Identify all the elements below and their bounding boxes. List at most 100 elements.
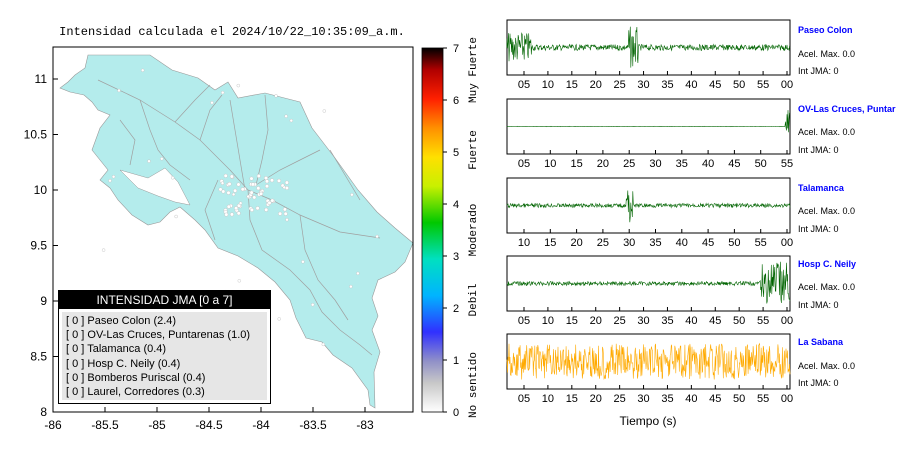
station-name: OV-Las Cruces, Puntar xyxy=(798,104,896,114)
station-dot xyxy=(223,173,228,178)
station-dot xyxy=(117,88,121,93)
panel-tick-label: 30 xyxy=(637,393,649,405)
panel-tick-label: 55 xyxy=(755,237,767,249)
panel-tick-label: 20 xyxy=(570,237,582,249)
colorbar xyxy=(421,47,444,413)
road xyxy=(247,189,373,356)
waveform xyxy=(506,342,791,380)
panel-tick-label: 05 xyxy=(518,315,530,327)
panel-tick-label: 45 xyxy=(728,158,740,170)
station-dot xyxy=(282,207,287,212)
station-dot xyxy=(375,234,379,239)
panel-tick-label: 45 xyxy=(709,315,721,327)
station-dot xyxy=(256,173,261,178)
panel-tick-label: 45 xyxy=(709,79,721,91)
panel-tick-label: 00 xyxy=(781,393,793,405)
panel-tick-label: 25 xyxy=(614,315,626,327)
colorbar-category-label: Debil xyxy=(468,283,480,316)
panel-tick-label: 55 xyxy=(757,393,769,405)
panel-tick-label: 00 xyxy=(781,315,793,327)
legend-title: INTENSIDAD JMA [0 a 7] xyxy=(59,291,270,309)
station-dot xyxy=(321,342,325,347)
panel-tick-label: 30 xyxy=(623,237,635,249)
map-frame xyxy=(52,46,414,413)
station-accel: Acel. Max. 0.0 xyxy=(798,361,856,371)
station-dot xyxy=(236,83,241,88)
panel-tick-label: 05 xyxy=(518,79,530,91)
colorbar-category-label: Muy Fuerte xyxy=(468,37,480,103)
colorbar-tick-label: 3 xyxy=(453,251,459,263)
panel-tick-label: 10 xyxy=(542,315,554,327)
station-name: Hosp C. Neily xyxy=(798,259,857,269)
station-dot xyxy=(349,284,353,289)
station-accel: Acel. Max. 0.0 xyxy=(798,206,856,216)
road xyxy=(204,179,219,241)
station-dot xyxy=(277,317,281,321)
station-name: Paseo Colon xyxy=(798,25,853,35)
station-dot xyxy=(233,188,238,193)
colorbar-tick-label: 2 xyxy=(453,303,459,315)
panel-tick-label: 25 xyxy=(614,393,626,405)
station-dot xyxy=(255,206,260,211)
station-dot xyxy=(252,195,257,200)
seismogram-panel: 05 10 15 20 25 30 35 40 45 50 55 xyxy=(506,98,793,170)
panel-tick-label: 40 xyxy=(685,393,697,405)
colorbar-category-label: No sentido xyxy=(468,352,480,418)
panel-tick-label: 45 xyxy=(709,393,721,405)
station-dot xyxy=(111,174,116,179)
road xyxy=(97,79,381,239)
station-dot xyxy=(236,211,241,216)
colorbar-category-label: Moderado xyxy=(468,204,480,257)
station-dot xyxy=(220,181,225,185)
x-tick-label: -83 xyxy=(356,418,374,432)
seismogram-panels: 05 10 15 20 25 30 35 40 45 50 55 00 05 10 15 20 25 30 35 40… xyxy=(506,19,793,405)
panel-tick-label: 50 xyxy=(733,79,745,91)
panel-tick-label: 55 xyxy=(757,315,769,327)
panel-tick-label: 10 xyxy=(544,158,556,170)
station-dot xyxy=(140,68,145,73)
station-int: Int JMA: 0 xyxy=(798,145,839,155)
panel-tick-label: 20 xyxy=(590,315,602,327)
station-dot xyxy=(237,279,242,283)
station-dot xyxy=(231,192,236,197)
map-axes: -86 -85.5 -85 -84.5 -84 -83.5 -83 11 10.5 10 9.5 9 8… xyxy=(24,72,374,432)
x-tick-label: -86 xyxy=(44,418,62,432)
panel-tick-label: 15 xyxy=(566,315,578,327)
panel-tick-label: 30 xyxy=(649,158,661,170)
intensity-legend: INTENSIDAD JMA [0 a 7] [ 0 ] Paseo Colon… xyxy=(58,290,271,404)
station-dot xyxy=(236,203,241,208)
station-dot xyxy=(240,187,245,192)
panel-tick-label: 25 xyxy=(597,237,609,249)
colorbar-tick-label: 4 xyxy=(453,199,459,211)
legend-row: [ 0 ] Paseo Colon (2.4) xyxy=(66,315,177,327)
station-dot xyxy=(256,186,261,191)
panel-tick-label: 10 xyxy=(518,237,530,249)
road xyxy=(174,84,211,123)
station-dot xyxy=(311,303,315,307)
station-dot xyxy=(229,212,234,217)
road xyxy=(139,99,191,181)
y-tick-label: 10.5 xyxy=(24,128,48,142)
panel-tick-label: 30 xyxy=(637,315,649,327)
seismogram-panel: 05 10 15 20 25 30 35 40 45 50 55 00 xyxy=(506,255,793,327)
y-tick-label: 8 xyxy=(40,405,47,419)
road xyxy=(329,149,361,201)
station-dot xyxy=(224,212,229,217)
panel-tick-label: 15 xyxy=(570,158,582,170)
station-dot xyxy=(259,191,264,196)
station-int: Int JMA: 0 xyxy=(798,224,839,234)
colorbar-tick-label: 0 xyxy=(453,407,459,419)
station-int: Int JMA: 0 xyxy=(798,378,839,388)
station-dot xyxy=(174,214,178,219)
station-dot xyxy=(221,189,226,194)
waveform xyxy=(506,190,791,223)
station-dot xyxy=(322,109,326,113)
panel-tick-label: 35 xyxy=(661,315,673,327)
station-name: Talamanca xyxy=(798,183,844,193)
station-dot xyxy=(234,206,239,211)
panel-tick-label: 15 xyxy=(566,393,578,405)
station-dot xyxy=(284,114,288,118)
colorbar-tick-label: 6 xyxy=(453,95,459,107)
